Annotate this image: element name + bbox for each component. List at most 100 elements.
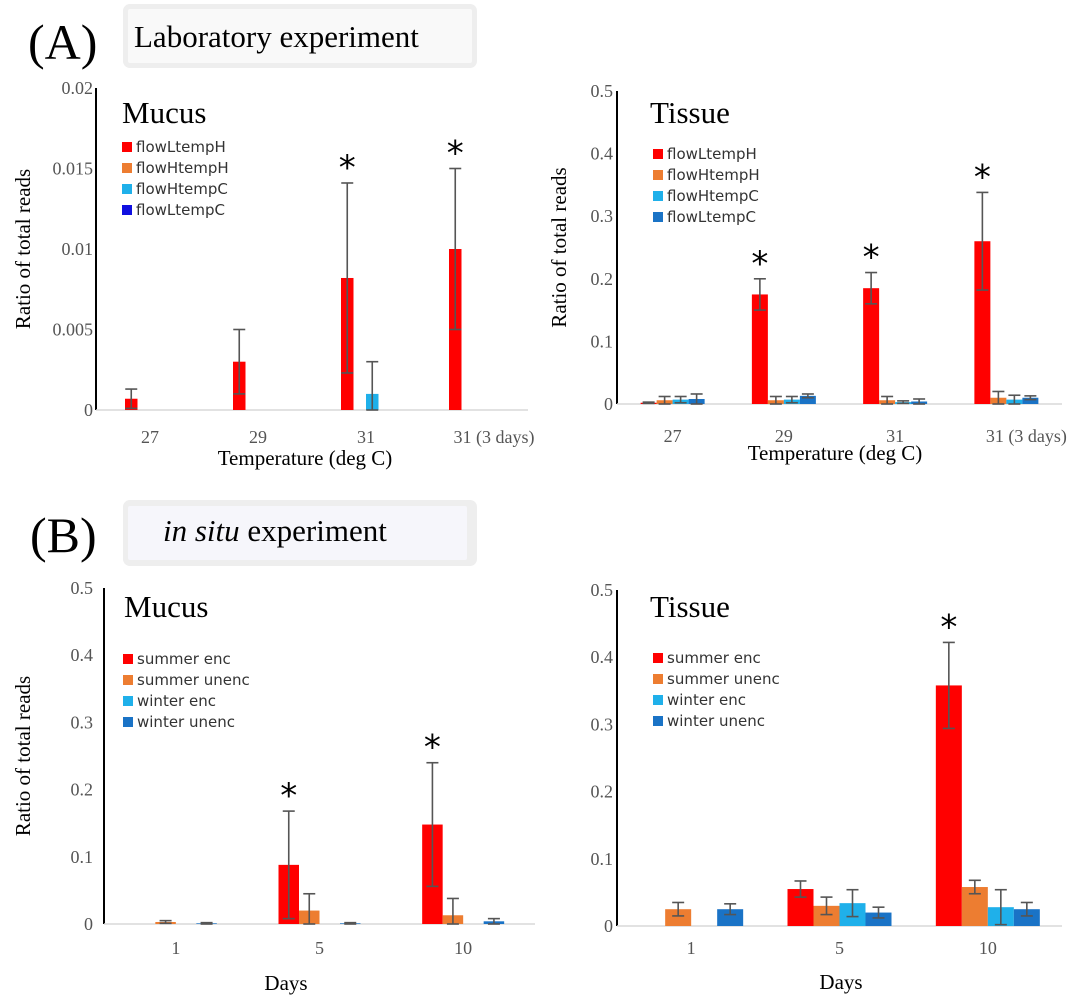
x-tick-label: 1 (171, 938, 180, 958)
x-tick-label: 29 (249, 427, 267, 447)
y-tick-label: 0.3 (591, 206, 614, 226)
x-axis-title: Temperature (deg C) (748, 441, 923, 465)
y-tick-label: 0.5 (591, 580, 614, 600)
legend-label: flowHtempH (136, 159, 229, 177)
chart-a-mucus: 0 0.005 0.01 0.015 0.02 Ratio of total reads M… (11, 78, 534, 470)
y-tick-label: 0.1 (71, 847, 94, 867)
bar (974, 241, 991, 404)
legend-swatch (123, 696, 133, 706)
x-axis-title: Days (819, 970, 862, 994)
legend-label: summer enc (667, 649, 761, 667)
y-tick-label: 0 (84, 914, 93, 934)
x-tick-label: 31 (886, 426, 904, 446)
legend-swatch (653, 653, 663, 663)
y-tick-label: 0.015 (53, 159, 94, 179)
x-tick-label: 5 (315, 938, 324, 958)
legend-label: flowLtempC (136, 201, 225, 219)
section-b-title-italic: in situ (163, 513, 240, 548)
section-a-title: Laboratory experiment (134, 19, 419, 54)
y-tick-label: 0.2 (71, 780, 94, 800)
bar (865, 912, 892, 926)
x-axis-title: Days (264, 971, 307, 995)
bar (665, 909, 692, 926)
y-tick-label: 0.3 (71, 712, 94, 732)
legend-swatch (653, 695, 663, 705)
legend-label: winter unenc (137, 713, 235, 731)
y-tick-label: 0.4 (591, 144, 614, 164)
x-tick-label: 5 (835, 938, 844, 958)
legend-swatch (653, 212, 663, 222)
y-tick-label: 0.005 (53, 320, 94, 340)
legend-label: flowLtempH (136, 138, 226, 156)
legend-swatch (122, 163, 132, 173)
legend-swatch (653, 716, 663, 726)
legend-swatch (123, 717, 133, 727)
legend-label: flowHtempC (136, 180, 228, 198)
significance-asterisk: * (447, 134, 464, 174)
significance-asterisk: * (863, 238, 880, 278)
legend-swatch (653, 170, 663, 180)
legend-label: flowHtempC (667, 187, 759, 205)
significance-asterisk: * (751, 244, 768, 284)
x-tick-label: 31 (3 days) (454, 427, 535, 448)
significance-asterisk: * (339, 148, 356, 188)
legend-label: summer enc (137, 650, 231, 668)
chart-b-tissue: 0 0.1 0.2 0.3 0.4 0.5 Tissue summer enc summer u… (591, 580, 1062, 994)
legend-label: flowLtempH (667, 145, 757, 163)
chart-title: Tissue (650, 95, 730, 130)
legend-label: winter enc (137, 692, 216, 710)
section-a-header: (A) Laboratory experiment (28, 4, 477, 70)
bar (1022, 397, 1039, 404)
section-b-title-rest: experiment (240, 513, 388, 548)
chart-b-mucus: 0 0.1 0.2 0.3 0.4 0.5 Ratio of total reads Mucu… (11, 578, 535, 995)
x-tick-label: 31 (3 days) (986, 426, 1067, 447)
y-tick-label: 0 (604, 916, 613, 936)
y-tick-label: 0.5 (591, 81, 614, 101)
y-tick-label: 0 (84, 400, 93, 420)
x-tick-label: 27 (664, 426, 682, 446)
x-tick-label: 1 (687, 938, 696, 958)
y-tick-label: 0 (604, 394, 613, 414)
legend-label: flowLtempC (667, 208, 756, 226)
y-tick-label: 0.1 (591, 849, 614, 869)
y-tick-label: 0.02 (62, 78, 94, 98)
bar (717, 909, 744, 926)
section-b-title: in situ experiment (163, 513, 387, 548)
significance-asterisk: * (940, 607, 957, 647)
significance-asterisk: * (424, 728, 441, 768)
legend-swatch (122, 184, 132, 194)
x-tick-label: 31 (357, 427, 375, 447)
significance-asterisk: * (280, 776, 297, 816)
y-tick-label: 0.4 (71, 645, 94, 665)
legend-swatch (653, 674, 663, 684)
chart-title: Mucus (124, 589, 208, 624)
x-axis-title: Temperature (deg C) (218, 446, 393, 470)
x-tick-label: 27 (141, 427, 159, 447)
significance-asterisk: * (974, 157, 991, 197)
section-b-header: (B) in situ experiment (30, 500, 477, 566)
y-axis-title: Ratio of total reads (11, 676, 35, 836)
bar (813, 905, 840, 926)
chart-title: Mucus (122, 95, 206, 130)
legend-swatch (123, 654, 133, 664)
y-tick-label: 0.3 (591, 714, 614, 734)
y-axis-title: Ratio of total reads (11, 169, 35, 329)
x-tick-label: 10 (979, 938, 997, 958)
section-b-letter: (B) (30, 507, 97, 563)
section-b-title-inner (128, 506, 467, 560)
bar (863, 288, 880, 404)
y-tick-label: 0.4 (591, 647, 614, 667)
y-tick-label: 0.2 (591, 269, 614, 289)
bar (799, 395, 816, 404)
legend-swatch (122, 205, 132, 215)
legend-label: winter enc (667, 691, 746, 709)
chart-a-tissue: 0 0.1 0.2 0.3 0.4 0.5 Ratio of total reads Tiss… (547, 81, 1067, 465)
section-a-letter: (A) (28, 14, 97, 70)
legend-label: summer unenc (667, 670, 780, 688)
y-tick-label: 0.01 (62, 239, 94, 259)
legend-swatch (653, 149, 663, 159)
legend-swatch (122, 142, 132, 152)
section-a-title-inner (128, 9, 472, 63)
bar (751, 294, 768, 404)
